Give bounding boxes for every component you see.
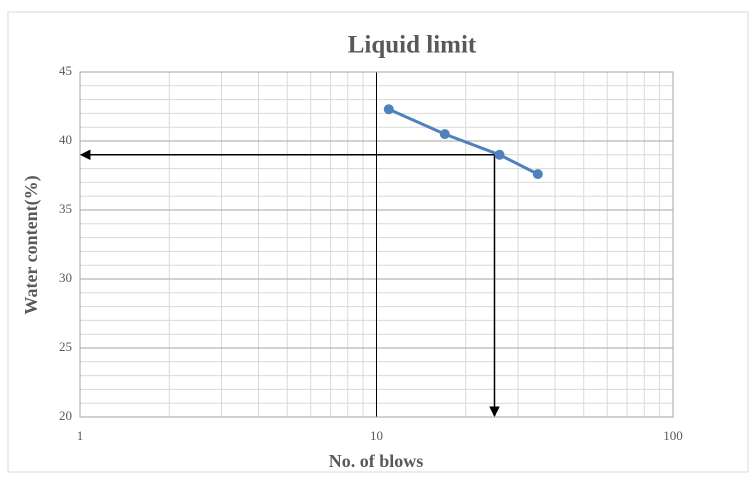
y-axis-label: Water content(%) (21, 175, 42, 314)
x-tick-label: 100 (663, 428, 683, 443)
data-point (532, 169, 543, 180)
y-tick-label: 40 (59, 132, 72, 147)
y-tick-label: 45 (59, 63, 72, 78)
x-axis-label: No. of blows (329, 451, 424, 471)
series-line (388, 107, 539, 176)
y-tick-label: 25 (59, 339, 72, 354)
x-tick-label: 1 (77, 428, 84, 443)
y-tick-label: 20 (59, 408, 72, 423)
plot-area (79, 71, 674, 418)
y-tick-label: 30 (59, 270, 72, 285)
data-point (494, 149, 505, 160)
data-point (439, 129, 450, 140)
data-point (383, 104, 394, 115)
y-tick-label: 35 (59, 201, 72, 216)
chart-frame (7, 11, 749, 473)
chart-title: Liquid limit (348, 32, 477, 59)
x-tick-label: 10 (370, 428, 383, 443)
